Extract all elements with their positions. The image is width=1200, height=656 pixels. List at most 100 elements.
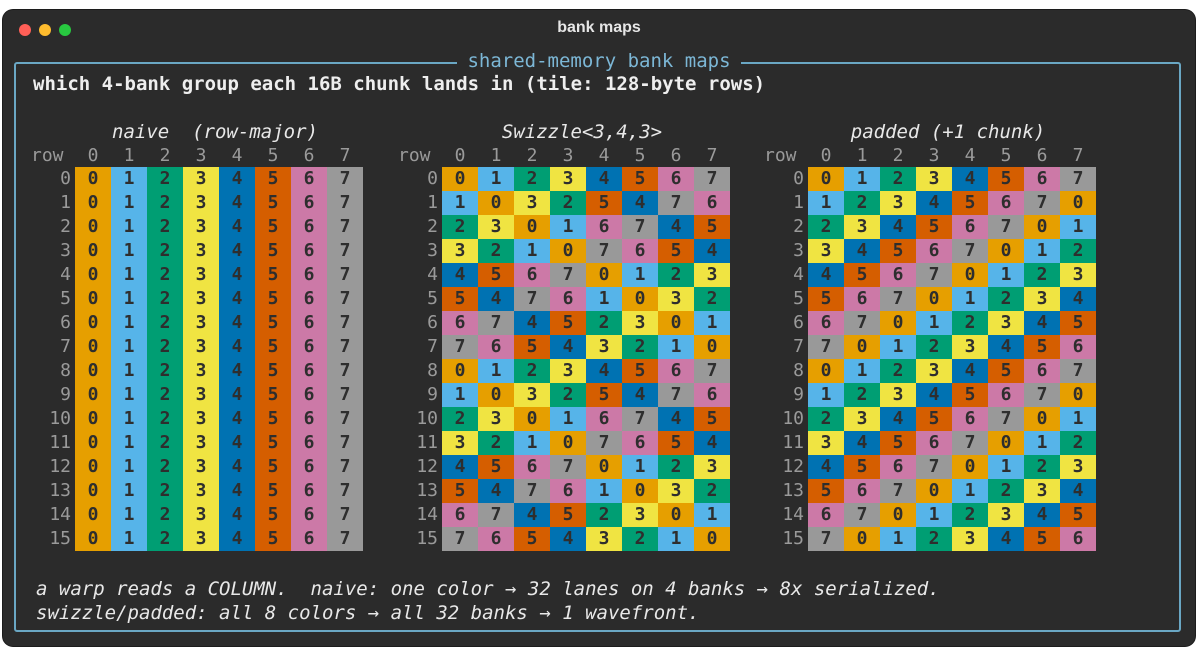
row-label: 1 — [427, 192, 438, 213]
bank-cell: 3 — [514, 191, 550, 215]
bank-cell: 5 — [916, 215, 952, 239]
bank-cell: 5 — [880, 239, 916, 263]
bank-cell: 0 — [586, 263, 622, 287]
bank-cell: 2 — [694, 479, 730, 503]
bank-cell: 3 — [622, 503, 658, 527]
bank-cell: 0 — [75, 503, 111, 527]
zoom-button[interactable] — [59, 24, 71, 36]
bank-cell: 1 — [952, 287, 988, 311]
bank-cell: 2 — [952, 503, 988, 527]
bank-cell: 0 — [1060, 383, 1096, 407]
bank-cell: 5 — [255, 167, 291, 191]
bank-cell: 4 — [219, 311, 255, 335]
bank-cell: 7 — [1024, 383, 1060, 407]
frame-title: shared-memory bank maps — [3, 50, 1195, 72]
bank-cell: 3 — [183, 191, 219, 215]
close-button[interactable] — [19, 24, 31, 36]
bank-cell: 5 — [255, 431, 291, 455]
column-label: 0 — [820, 145, 832, 166]
column-label: 2 — [159, 145, 171, 166]
bank-cell: 3 — [183, 287, 219, 311]
bank-cell: 3 — [183, 167, 219, 191]
row-label: 3 — [793, 240, 804, 261]
bank-cell: 7 — [808, 335, 844, 359]
row-label: 4 — [793, 264, 804, 285]
row-label: 14 — [49, 504, 71, 525]
bank-cell: 4 — [514, 503, 550, 527]
bank-cell: 5 — [1060, 311, 1096, 335]
row-label: 9 — [60, 384, 71, 405]
column-label: 3 — [195, 145, 207, 166]
bank-cell: 2 — [844, 191, 880, 215]
bank-cell: 0 — [988, 239, 1024, 263]
bank-cell: 6 — [291, 383, 327, 407]
bank-cell: 1 — [694, 311, 730, 335]
row-label: 11 — [416, 432, 438, 453]
bank-cell: 7 — [694, 359, 730, 383]
bank-cell: 5 — [255, 287, 291, 311]
column-label: 7 — [1072, 145, 1084, 166]
bank-cell: 2 — [478, 239, 514, 263]
bank-cell: 1 — [111, 527, 147, 551]
bank-cell: 0 — [75, 479, 111, 503]
row-label: 13 — [49, 480, 71, 501]
minimize-button[interactable] — [39, 24, 51, 36]
bank-cell: 6 — [291, 287, 327, 311]
bank-cell: 7 — [694, 167, 730, 191]
bank-cell: 0 — [478, 191, 514, 215]
bank-cell: 2 — [147, 527, 183, 551]
row-label: 1 — [793, 192, 804, 213]
bank-cell: 1 — [111, 311, 147, 335]
bank-cell: 0 — [844, 335, 880, 359]
bank-cell: 7 — [327, 455, 363, 479]
row-label: 15 — [416, 528, 438, 549]
bank-cell: 5 — [988, 167, 1024, 191]
bank-cell: 0 — [75, 191, 111, 215]
bank-cell: 1 — [111, 479, 147, 503]
bank-cell: 1 — [111, 503, 147, 527]
bank-cell: 4 — [219, 431, 255, 455]
bank-cell: 3 — [658, 287, 694, 311]
bank-cell: 1 — [111, 455, 147, 479]
bank-cell: 0 — [75, 407, 111, 431]
row-label: 4 — [60, 264, 71, 285]
bank-cell: 1 — [988, 263, 1024, 287]
bank-cell: 7 — [327, 167, 363, 191]
bank-cell: 2 — [514, 359, 550, 383]
bank-cell: 6 — [291, 311, 327, 335]
bank-cell: 4 — [1060, 287, 1096, 311]
bank-cell: 6 — [658, 167, 694, 191]
bank-cell: 4 — [916, 383, 952, 407]
bank-cell: 4 — [694, 239, 730, 263]
bank-cell: 5 — [255, 311, 291, 335]
bank-cell: 6 — [442, 503, 478, 527]
bank-cell: 5 — [478, 263, 514, 287]
bank-cell: 2 — [1024, 263, 1060, 287]
row-label: 6 — [427, 312, 438, 333]
bank-cell: 1 — [514, 431, 550, 455]
bank-cell: 3 — [183, 263, 219, 287]
bank-cell: 7 — [327, 263, 363, 287]
bank-cell: 1 — [1024, 431, 1060, 455]
bank-cell: 6 — [514, 263, 550, 287]
bank-cell: 2 — [988, 479, 1024, 503]
bank-cell: 2 — [622, 335, 658, 359]
bank-cell: 4 — [658, 215, 694, 239]
bank-cell: 6 — [550, 287, 586, 311]
bank-cell: 0 — [75, 215, 111, 239]
bank-cell: 3 — [183, 527, 219, 551]
row-label: 7 — [427, 336, 438, 357]
row-label: 6 — [60, 312, 71, 333]
bank-cell: 2 — [147, 359, 183, 383]
bank-cell: 0 — [988, 431, 1024, 455]
bank-cell: 4 — [622, 191, 658, 215]
bank-cell: 2 — [147, 311, 183, 335]
bank-cell: 1 — [880, 335, 916, 359]
bank-cell: 5 — [255, 527, 291, 551]
bank-cell: 2 — [1060, 239, 1096, 263]
bank-cell: 2 — [658, 263, 694, 287]
bank-cell: 3 — [694, 455, 730, 479]
bank-cell: 3 — [844, 215, 880, 239]
bank-cell: 5 — [255, 263, 291, 287]
bank-cell: 0 — [1060, 191, 1096, 215]
